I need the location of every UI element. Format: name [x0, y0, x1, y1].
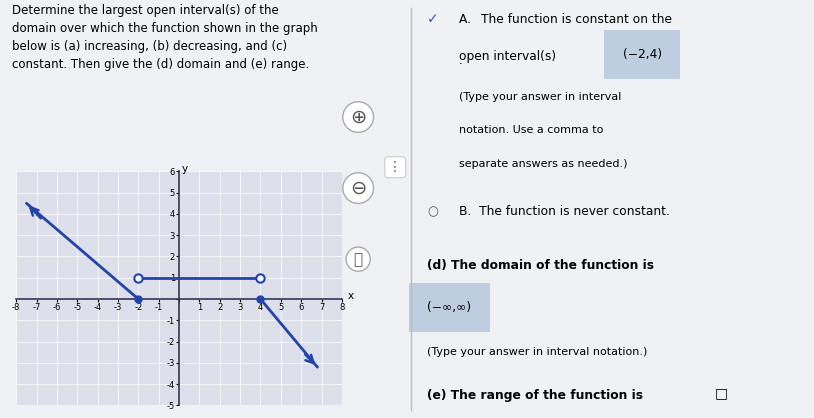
Text: Determine the largest open interval(s) of the
domain over which the function sho: Determine the largest open interval(s) o…: [12, 4, 318, 71]
Text: (Type your answer in interval notation.): (Type your answer in interval notation.): [427, 347, 647, 357]
Text: (−∞,∞): (−∞,∞): [427, 301, 471, 314]
Text: ⧉: ⧉: [353, 252, 363, 267]
Text: ⊖: ⊖: [350, 178, 366, 198]
Text: □: □: [715, 387, 728, 400]
Text: .: .: [459, 54, 463, 67]
Text: (Type your answer in interval: (Type your answer in interval: [459, 92, 621, 102]
Text: A.  The function is constant on the: A. The function is constant on the: [459, 13, 672, 25]
Text: x: x: [348, 291, 354, 301]
Text: (e) The range of the function is: (e) The range of the function is: [427, 389, 643, 402]
Text: (−2,4): (−2,4): [623, 48, 662, 61]
Text: y: y: [182, 164, 188, 174]
Text: ○: ○: [427, 205, 438, 218]
Text: ✓: ✓: [427, 13, 439, 26]
Text: notation. Use a comma to: notation. Use a comma to: [459, 125, 603, 135]
Text: B.  The function is never constant.: B. The function is never constant.: [459, 205, 670, 218]
Text: separate answers as needed.): separate answers as needed.): [459, 159, 628, 169]
Text: ⊕: ⊕: [350, 107, 366, 127]
Text: open interval(s): open interval(s): [459, 50, 560, 63]
Text: (d) The domain of the function is: (d) The domain of the function is: [427, 259, 654, 272]
Text: ⋮: ⋮: [388, 160, 402, 174]
